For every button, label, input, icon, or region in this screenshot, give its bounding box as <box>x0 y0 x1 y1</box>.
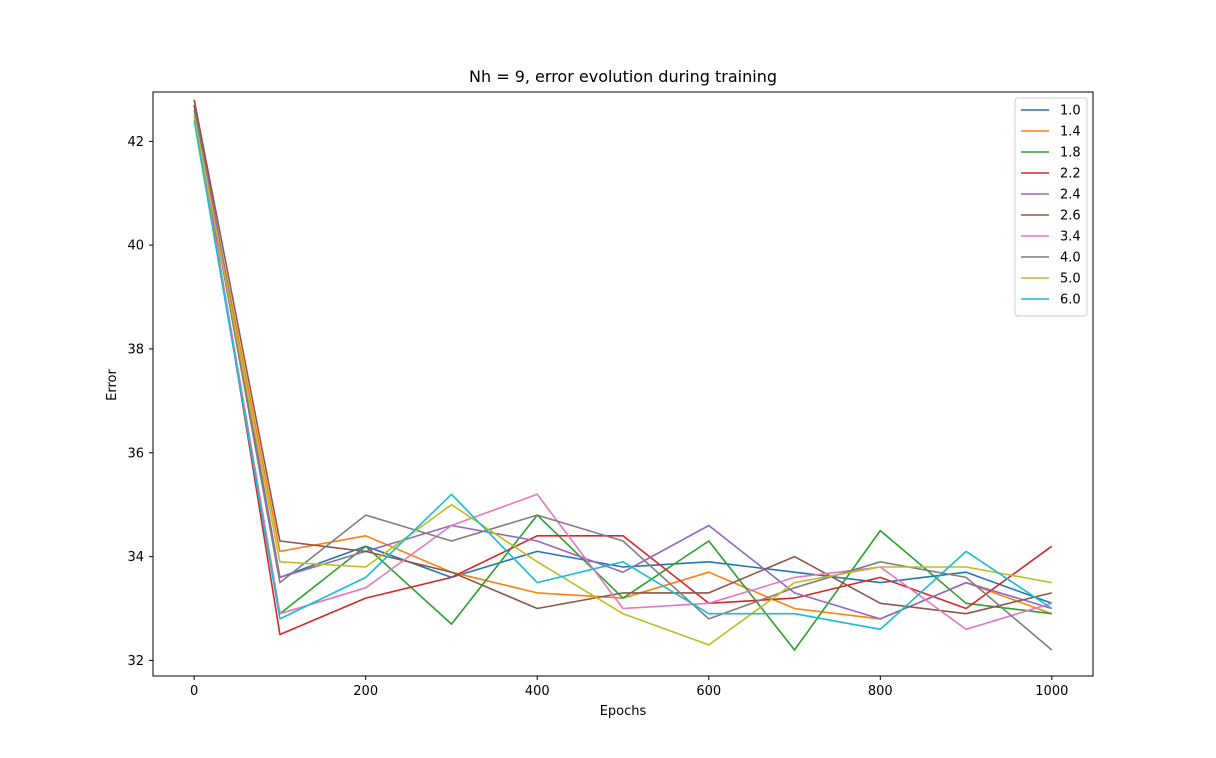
x-axis-title: Epochs <box>600 704 647 719</box>
series-line-6 <box>193 115 1053 631</box>
series-line-3 <box>193 104 1053 636</box>
chart-title: Nh = 9, error evolution during training <box>469 67 777 86</box>
legend: 1.0 1.4 1.8 2.2 2.4 2.6 3.4 4.0 5.0 6.0 <box>1014 97 1088 317</box>
x-tick-label: 0 <box>190 684 198 699</box>
x-tick-label: 1000 <box>1035 684 1068 699</box>
legend-label-4: 2.4 <box>1060 188 1081 203</box>
y-tick-label: 40 <box>127 239 144 254</box>
x-tick-label: 400 <box>525 684 550 699</box>
x-tick-label: 200 <box>353 684 378 699</box>
legend-label-0: 1.0 <box>1060 104 1081 119</box>
series-line-7 <box>193 110 1053 651</box>
legend-label-1: 1.4 <box>1060 125 1081 140</box>
series-line-5 <box>193 99 1052 615</box>
x-tick-label: 800 <box>868 684 893 699</box>
x-tick-label: 600 <box>696 684 721 699</box>
axes-frame <box>152 91 1094 677</box>
y-tick-label: 32 <box>127 654 144 669</box>
y-tick-label: 38 <box>127 342 144 357</box>
y-tick-label: 34 <box>127 550 144 565</box>
legend-label-2: 1.8 <box>1060 146 1081 161</box>
series-line-2 <box>193 115 1052 651</box>
legend-label-5: 2.6 <box>1060 209 1081 224</box>
series-line-9 <box>193 120 1053 631</box>
series-line-1 <box>193 110 1053 620</box>
series-line-8 <box>193 115 1052 646</box>
y-tick-label: 36 <box>127 446 144 461</box>
y-axis-title: Error <box>105 369 120 401</box>
y-tick-label: 42 <box>127 135 144 150</box>
legend-label-6: 3.4 <box>1060 230 1081 245</box>
plot-area: 0 200 400 600 800 1000 32 34 36 38 40 42 <box>127 91 1094 699</box>
legend-label-8: 5.0 <box>1060 272 1081 287</box>
legend-label-9: 6.0 <box>1060 293 1081 308</box>
legend-label-3: 2.2 <box>1060 167 1081 182</box>
series-line-0 <box>193 104 1053 605</box>
legend-label-7: 4.0 <box>1060 251 1081 266</box>
